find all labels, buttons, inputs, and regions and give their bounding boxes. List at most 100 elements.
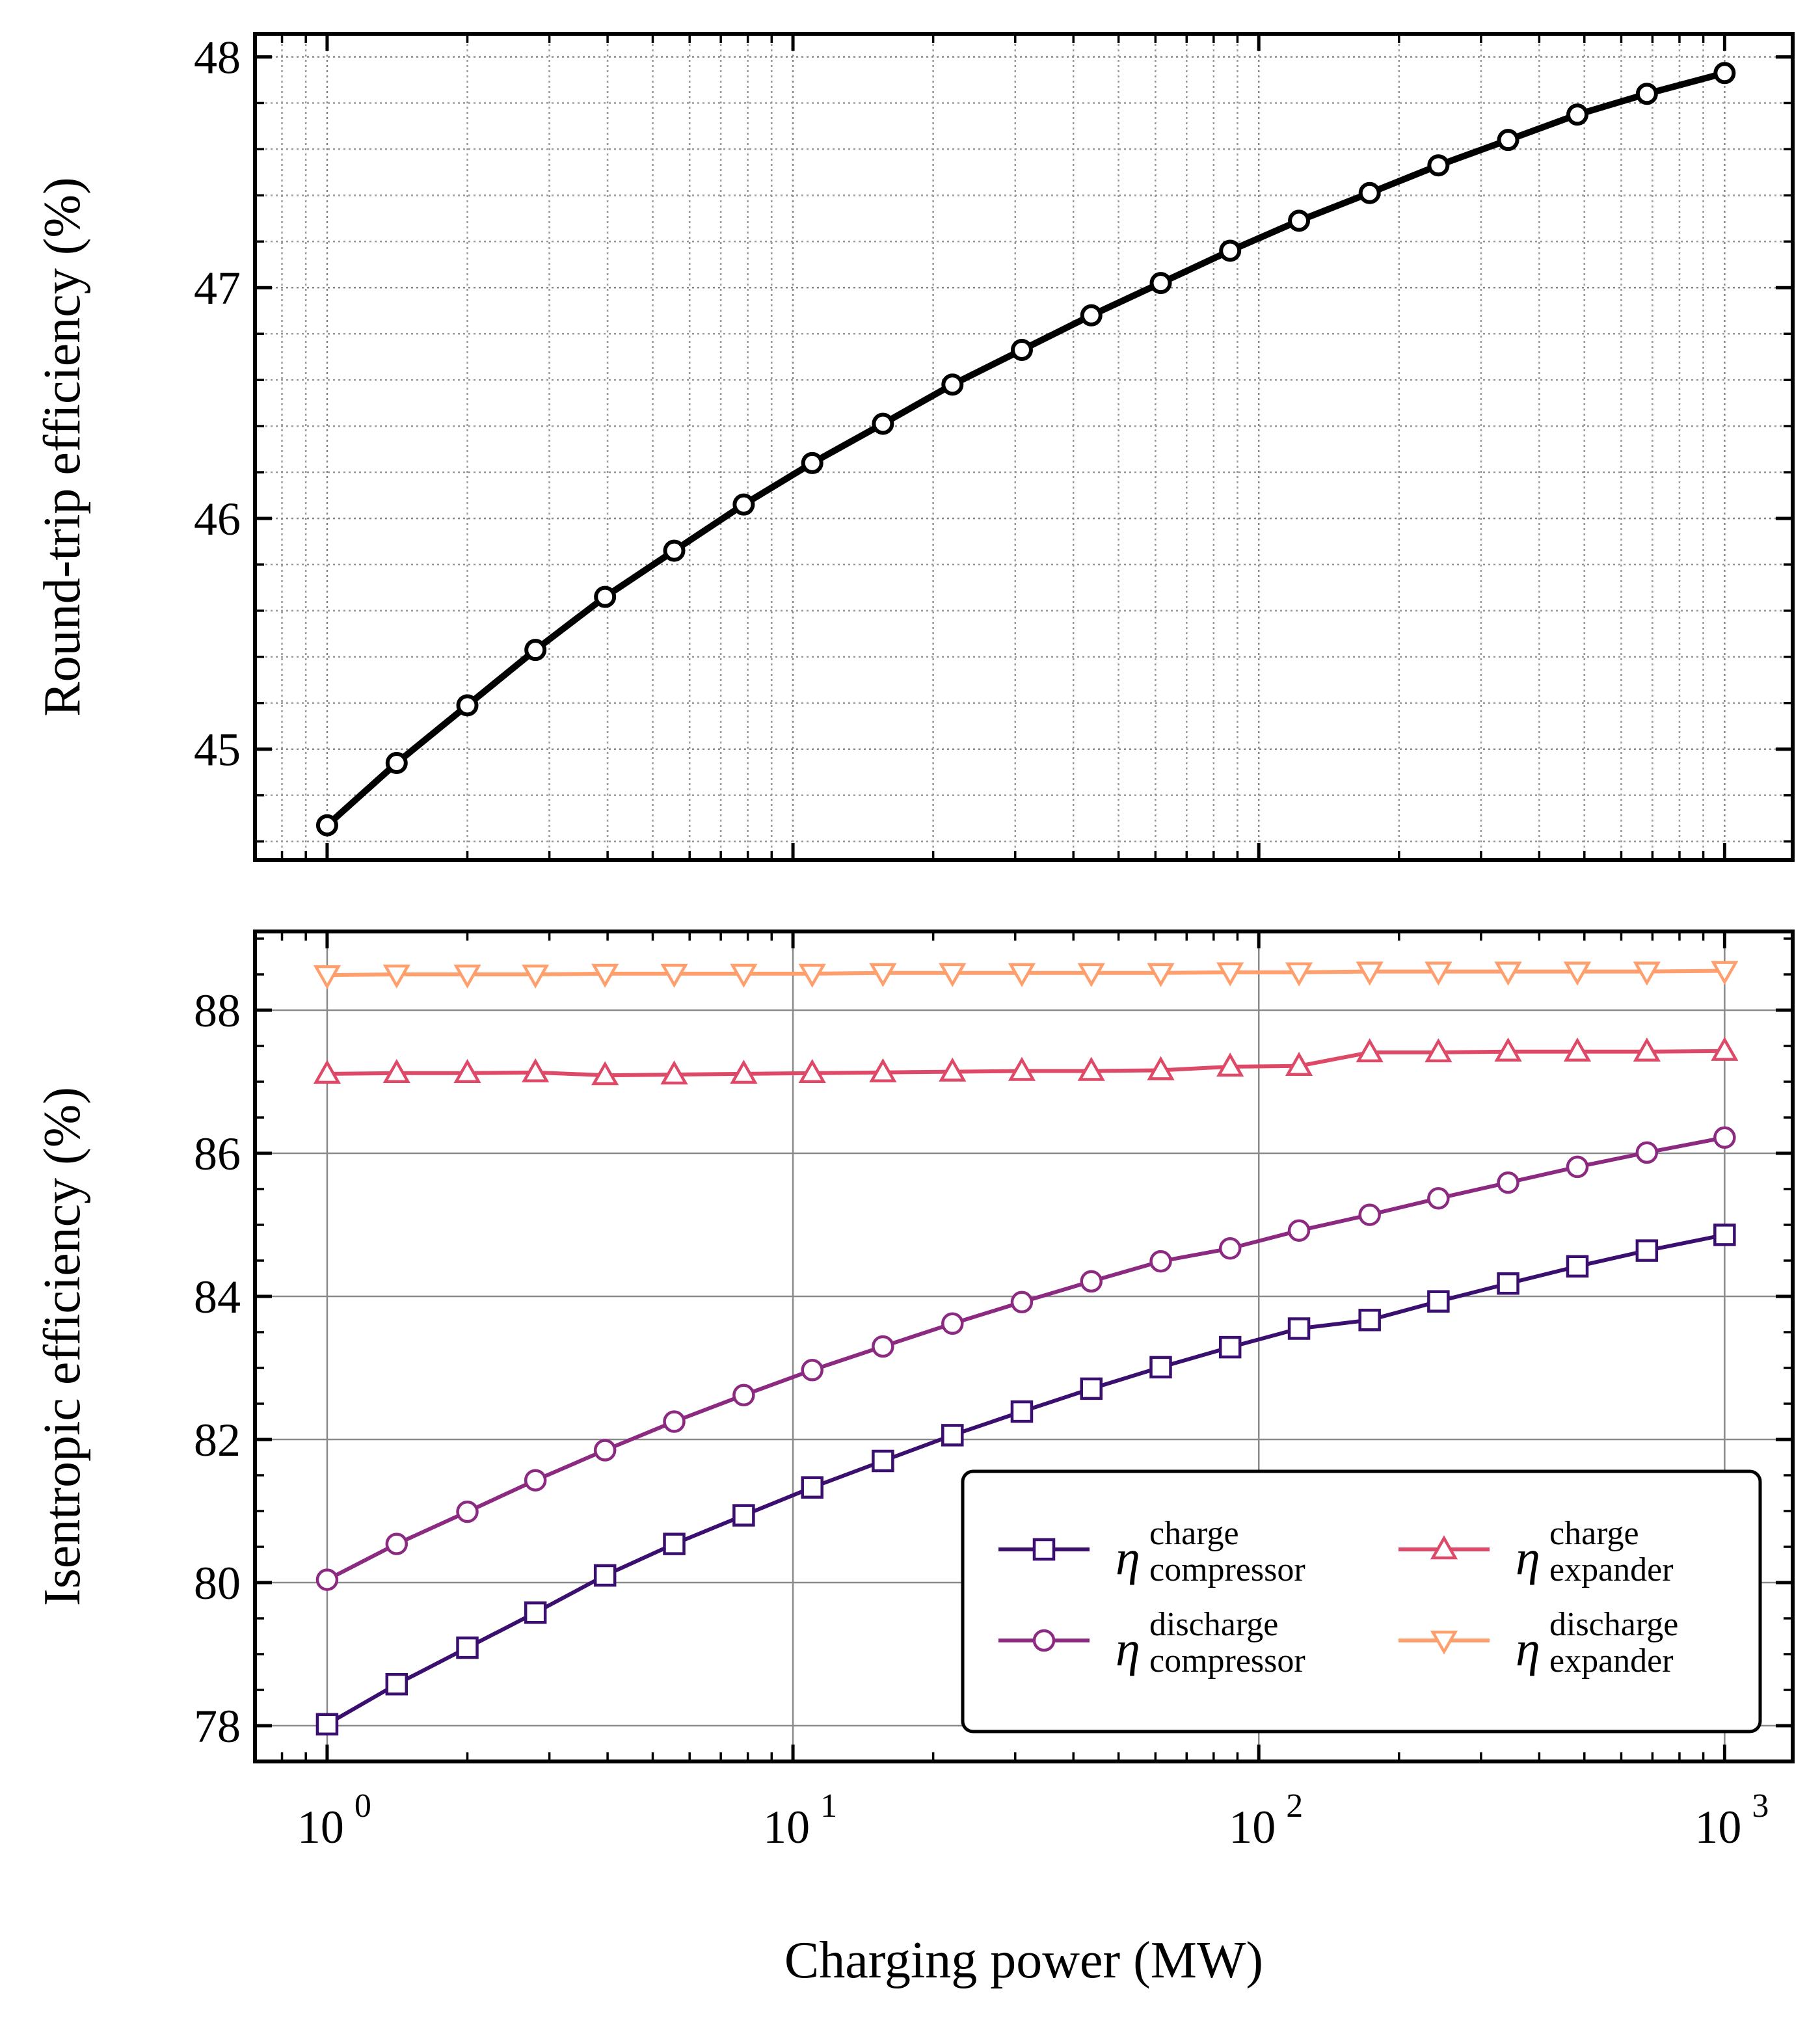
- data-point: [1711, 1036, 1739, 1061]
- top-grid: [254, 34, 1793, 860]
- x-tick-label: 10: [297, 1801, 344, 1853]
- data-point: [1713, 62, 1736, 85]
- data-point: [1010, 1291, 1034, 1314]
- data-point: [1008, 963, 1036, 987]
- x-axis-label: Charging power (MW): [784, 1932, 1263, 1989]
- data-point: [1358, 181, 1381, 204]
- legend-symbol: η: [1516, 1622, 1540, 1676]
- data-point: [1425, 961, 1452, 986]
- y-tick-label: 86: [194, 1128, 241, 1180]
- x-tick-exponent: 2: [1286, 1787, 1303, 1825]
- data-point: [730, 1060, 758, 1084]
- data-point: [872, 1449, 894, 1473]
- data-point: [591, 963, 619, 988]
- data-point: [591, 1061, 619, 1086]
- round-trip-efficiency-chart: 45 46 47 48 Round-trip efficiency (%): [34, 31, 1795, 862]
- data-point: [1633, 961, 1661, 986]
- data-point: [1285, 962, 1313, 987]
- data-point: [732, 1384, 755, 1407]
- data-point: [315, 1713, 339, 1736]
- bottom-series: [313, 961, 1739, 1736]
- data-point: [524, 639, 547, 662]
- legend-marker: [1430, 1535, 1458, 1560]
- data-point: [524, 1601, 547, 1624]
- data-point: [663, 1532, 686, 1555]
- data-point: [1356, 961, 1384, 986]
- data-point: [1219, 239, 1242, 262]
- data-point: [522, 1058, 550, 1082]
- data-point: [1218, 1335, 1242, 1359]
- data-point: [872, 412, 894, 435]
- data-point: [1010, 1400, 1034, 1423]
- data-point: [1635, 1239, 1659, 1262]
- data-point: [1356, 1038, 1384, 1063]
- data-point: [801, 451, 823, 474]
- data-point: [315, 1568, 339, 1591]
- data-point: [732, 493, 755, 516]
- data-point: [1147, 1056, 1175, 1080]
- data-point: [1008, 1056, 1036, 1081]
- data-point: [456, 1636, 479, 1659]
- data-point: [524, 1469, 547, 1492]
- data-point: [1218, 1237, 1242, 1260]
- data-point: [1216, 1052, 1244, 1077]
- y-tick-label: 46: [194, 493, 241, 545]
- data-point: [1216, 962, 1244, 987]
- data-point: [941, 1312, 964, 1335]
- data-point: [939, 963, 967, 987]
- data-point: [939, 1057, 967, 1082]
- data-point: [453, 1059, 481, 1083]
- y-tick-label: 88: [194, 985, 241, 1037]
- data-point: [382, 964, 410, 989]
- data-point: [1427, 1187, 1450, 1210]
- data-point: [801, 1476, 823, 1499]
- legend-subscript: compressor: [1149, 1551, 1305, 1588]
- legend-subscript: expander: [1549, 1551, 1674, 1588]
- data-point: [1287, 1219, 1311, 1242]
- data-point: [1711, 961, 1739, 985]
- data-point: [1497, 1272, 1519, 1295]
- y-tick-label: 82: [194, 1414, 241, 1466]
- x-tick-label: 10: [763, 1801, 810, 1853]
- legend-marker: [1032, 1629, 1056, 1652]
- data-point: [1566, 1255, 1589, 1278]
- x-tick-exponent: 3: [1752, 1787, 1769, 1825]
- top-ticks: 45 46 47 48: [194, 31, 1793, 860]
- data-point: [941, 373, 964, 396]
- data-point: [1566, 103, 1589, 126]
- data-point: [1427, 1290, 1450, 1313]
- data-point: [1149, 1356, 1172, 1379]
- x-tick-label: 10: [1694, 1801, 1741, 1853]
- data-point: [313, 1060, 341, 1084]
- data-point: [1080, 1377, 1103, 1400]
- legend-subscript: expander: [1549, 1642, 1674, 1680]
- data-point: [663, 539, 686, 562]
- data-point: [1713, 1126, 1736, 1149]
- data-point: [522, 964, 550, 989]
- data-point: [453, 964, 481, 989]
- data-point: [660, 1060, 688, 1085]
- top-plot-frame: [253, 32, 1795, 862]
- data-point: [1566, 1155, 1589, 1179]
- data-point: [313, 965, 341, 989]
- data-point: [1358, 1203, 1381, 1226]
- data-point: [872, 1335, 894, 1358]
- data-point: [1077, 963, 1105, 987]
- data-point: [1635, 1141, 1659, 1164]
- y-tick-label: 48: [194, 31, 241, 83]
- legend-subscript: compressor: [1149, 1642, 1305, 1680]
- y-tick-label: 84: [194, 1271, 241, 1323]
- data-point: [1287, 1317, 1311, 1340]
- legend-marker: [1032, 1538, 1056, 1561]
- data-point: [801, 1359, 823, 1382]
- legend-marker: [1430, 1630, 1458, 1655]
- data-point: [385, 1672, 408, 1696]
- legend-superscript: discharge: [1549, 1606, 1678, 1643]
- data-point: [1635, 83, 1658, 105]
- data-point: [456, 694, 479, 717]
- data-point: [1080, 1270, 1103, 1293]
